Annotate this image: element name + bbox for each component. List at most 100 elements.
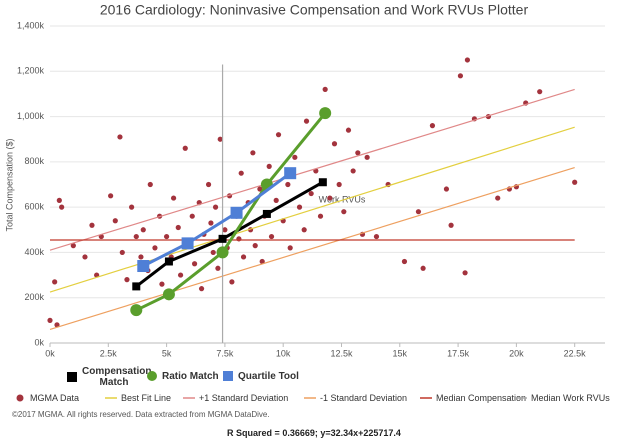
y-tick-label: 600k bbox=[24, 202, 44, 212]
marker bbox=[284, 167, 297, 180]
data-point bbox=[350, 168, 356, 174]
marker bbox=[137, 260, 150, 273]
x-tick-label: 7.5k bbox=[216, 348, 234, 358]
data-point bbox=[273, 197, 279, 203]
reference-line bbox=[49, 166, 575, 330]
data-point bbox=[124, 277, 130, 283]
reference-line bbox=[49, 88, 575, 251]
reference-line bbox=[49, 126, 575, 293]
legend-item: MGMA Data bbox=[14, 392, 79, 404]
chart: 2016 Cardiology: Noninvasive Compensatio… bbox=[4, 2, 605, 358]
data-point bbox=[331, 141, 338, 147]
legend-item: Median Work RVUs bbox=[515, 392, 610, 404]
data-point bbox=[285, 181, 291, 188]
data-point bbox=[70, 243, 76, 249]
data-point bbox=[250, 150, 256, 156]
y-tick-label: 1,000k bbox=[17, 111, 45, 121]
data-point bbox=[464, 57, 471, 63]
legend-marker bbox=[16, 394, 24, 402]
data-point bbox=[537, 89, 543, 95]
y-tick-label: 200k bbox=[24, 292, 44, 302]
data-point bbox=[112, 218, 118, 224]
data-point bbox=[252, 243, 258, 249]
marker bbox=[223, 371, 233, 381]
data-point bbox=[429, 123, 436, 129]
marker bbox=[67, 372, 77, 382]
marker bbox=[130, 304, 143, 317]
data-point bbox=[301, 227, 307, 233]
data-point bbox=[443, 186, 450, 192]
data-point bbox=[336, 181, 342, 188]
data-point bbox=[208, 220, 214, 226]
marker bbox=[16, 394, 24, 402]
data-point bbox=[238, 170, 244, 176]
y-axis-label: Total Compensation ($) bbox=[4, 138, 14, 231]
y-tick-label: 800k bbox=[24, 156, 44, 166]
legend-item: Compensation Match bbox=[66, 366, 151, 388]
legend-marker bbox=[304, 397, 316, 399]
data-point bbox=[189, 213, 195, 219]
data-point bbox=[170, 195, 177, 201]
data-point bbox=[140, 227, 146, 233]
marker bbox=[132, 282, 141, 291]
data-point bbox=[82, 254, 88, 260]
data-point bbox=[287, 245, 293, 251]
data-point bbox=[212, 204, 219, 210]
data-point bbox=[341, 209, 347, 215]
data-point bbox=[296, 204, 303, 210]
legend-marker bbox=[67, 372, 77, 382]
legend-marker bbox=[223, 371, 233, 381]
marker bbox=[319, 107, 332, 120]
data-point bbox=[133, 233, 139, 240]
data-point bbox=[47, 317, 53, 323]
marker bbox=[162, 288, 175, 301]
legend-marker bbox=[183, 397, 195, 399]
y-tick-label: 1,200k bbox=[17, 66, 45, 76]
copyright: ©2017 MGMA. All rights reserved. Data ex… bbox=[12, 410, 270, 419]
data-point bbox=[147, 181, 153, 188]
data-point bbox=[327, 195, 333, 201]
y-tick-label: 1,400k bbox=[17, 20, 45, 30]
data-point bbox=[373, 233, 380, 240]
data-point bbox=[259, 258, 265, 265]
data-point bbox=[292, 154, 298, 160]
data-point bbox=[119, 249, 125, 256]
marker bbox=[262, 209, 271, 218]
data-point bbox=[108, 193, 114, 199]
data-point bbox=[198, 286, 205, 292]
legend-label: -1 Standard Deviation bbox=[320, 393, 408, 403]
data-point bbox=[355, 150, 361, 156]
y-tick-label: 400k bbox=[24, 247, 44, 257]
chart-title: 2016 Cardiology: Noninvasive Compensatio… bbox=[100, 2, 529, 18]
legend-marker bbox=[420, 397, 432, 399]
x-tick-label: 5k bbox=[162, 348, 172, 358]
data-point bbox=[266, 163, 272, 169]
data-point bbox=[205, 181, 212, 188]
data-point bbox=[59, 204, 65, 210]
data-point bbox=[448, 222, 454, 228]
data-point bbox=[308, 190, 314, 197]
legend-label: Quartile Tool bbox=[238, 370, 299, 382]
data-point bbox=[415, 209, 422, 215]
data-point bbox=[56, 197, 62, 203]
x-tick-label: 17.5k bbox=[447, 348, 470, 358]
match-line bbox=[142, 171, 292, 268]
data-point bbox=[401, 258, 408, 265]
legend-label: Median Compensation bbox=[436, 393, 527, 403]
marker bbox=[318, 178, 327, 187]
data-point bbox=[210, 249, 216, 256]
legend-marker bbox=[147, 371, 157, 381]
data-point bbox=[191, 261, 198, 267]
marker bbox=[147, 371, 157, 381]
x-tick-label: 10k bbox=[276, 348, 291, 358]
legend-marker bbox=[515, 397, 527, 399]
data-point bbox=[462, 270, 468, 276]
data-point bbox=[177, 272, 184, 278]
x-tick-label: 22.5k bbox=[564, 348, 587, 358]
x-axis-label: Work RVUs bbox=[319, 194, 366, 204]
legend-label: Ratio Match bbox=[162, 370, 219, 382]
data-point bbox=[117, 134, 123, 140]
data-point bbox=[138, 254, 144, 260]
data-point bbox=[257, 186, 263, 192]
